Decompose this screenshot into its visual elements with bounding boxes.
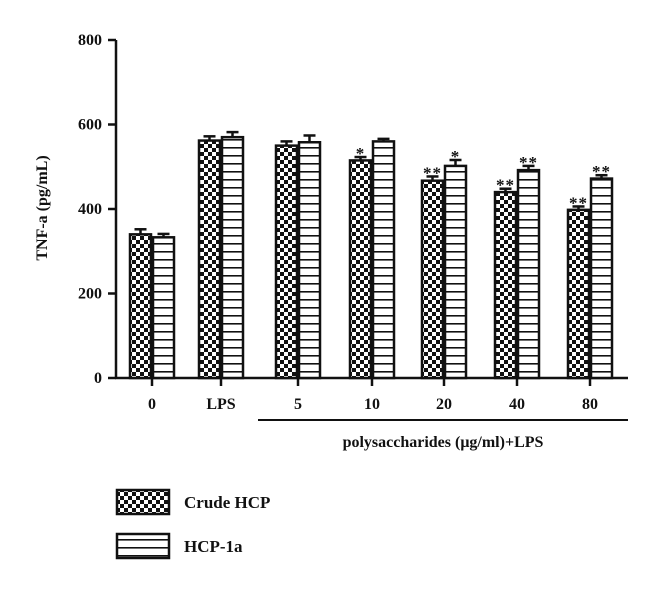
y-tick-label: 200 bbox=[78, 286, 102, 303]
x-tick-label: 80 bbox=[582, 396, 598, 413]
group-label: polysaccharides (μg/ml)+LPS bbox=[343, 434, 544, 451]
bars: ************ bbox=[128, 130, 614, 380]
legend-swatch-hcp-1a bbox=[115, 532, 171, 560]
y-tick-label: 600 bbox=[78, 117, 102, 134]
significance-marker: * bbox=[356, 144, 366, 163]
bar-hcp-1a-80 bbox=[589, 177, 614, 380]
x-tick-label: LPS bbox=[206, 396, 235, 413]
bar-hcp-1a-40 bbox=[516, 168, 541, 380]
x-axis: 0 LPS 5 10 20 40 80 bbox=[115, 376, 628, 413]
y-axis-title: TNF-a (pg/mL) bbox=[34, 155, 51, 260]
significance-marker: ** bbox=[496, 176, 515, 195]
y-axis: 0 200 400 600 800 bbox=[78, 32, 118, 387]
x-tick-label: 20 bbox=[436, 396, 452, 413]
x-tick-label: 40 bbox=[509, 396, 525, 413]
legend: Crude HCP HCP-1a bbox=[115, 488, 270, 560]
bar-crude-hcp-80 bbox=[566, 208, 591, 380]
significance-marker: ** bbox=[592, 162, 611, 181]
significance-marker: ** bbox=[519, 153, 538, 172]
bar-crude-hcp-lps bbox=[197, 139, 222, 380]
bar-hcp-1a-0 bbox=[151, 236, 176, 380]
bar-hcp-1a-lps bbox=[220, 135, 245, 380]
significance-marker: * bbox=[451, 147, 461, 166]
bar-crude-hcp-0 bbox=[128, 233, 153, 380]
significance-marker: ** bbox=[569, 193, 588, 212]
x-tick-label: 5 bbox=[294, 396, 302, 413]
y-tick-label: 0 bbox=[94, 370, 102, 387]
y-tick-label: 800 bbox=[78, 32, 102, 49]
bar-crude-hcp-10 bbox=[348, 159, 373, 380]
bar-hcp-1a-10 bbox=[371, 140, 396, 380]
legend-label-hcp-1a: HCP-1a bbox=[184, 537, 243, 556]
x-tick-label: 0 bbox=[148, 396, 156, 413]
bar-crude-hcp-20 bbox=[420, 179, 445, 380]
legend-item-crude-hcp: Crude HCP bbox=[115, 488, 270, 516]
legend-item-hcp-1a: HCP-1a bbox=[115, 532, 243, 560]
legend-label-crude-hcp: Crude HCP bbox=[184, 493, 270, 512]
bar-hcp-1a-20 bbox=[443, 164, 468, 380]
significance-marker: ** bbox=[423, 163, 442, 182]
x-tick-label: 10 bbox=[364, 396, 380, 413]
legend-swatch-crude-hcp bbox=[115, 488, 171, 516]
bar-crude-hcp-5 bbox=[274, 144, 299, 380]
y-tick-label: 400 bbox=[78, 201, 102, 218]
bar-hcp-1a-5 bbox=[297, 140, 322, 380]
bar-crude-hcp-40 bbox=[493, 190, 518, 380]
